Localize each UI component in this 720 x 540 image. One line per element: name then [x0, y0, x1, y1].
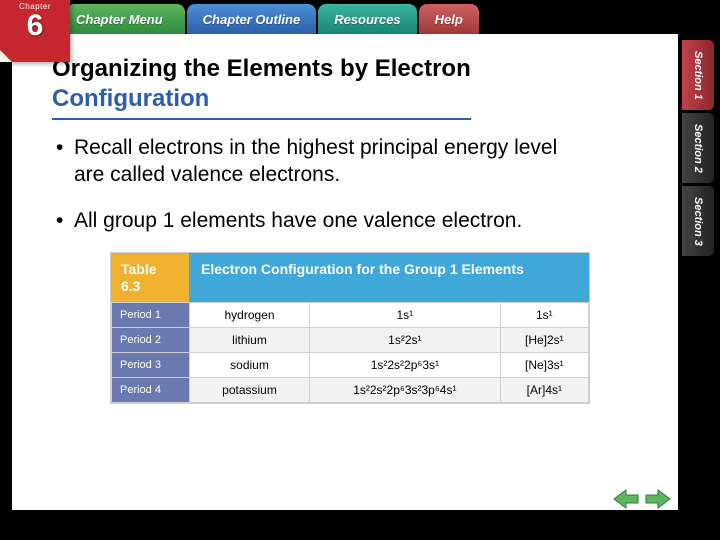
section-tab-2[interactable]: Section 2: [682, 113, 714, 183]
tab-chapter-outline[interactable]: Chapter Outline: [187, 4, 317, 34]
section-tabs: Section 1 Section 2 Section 3: [682, 40, 714, 259]
section-tab-1[interactable]: Section 1: [682, 40, 714, 110]
topbar: Chapter 6 Chapter Menu Chapter Outline R…: [0, 0, 720, 34]
title-line-2: Configuration: [52, 85, 209, 112]
table-row: Period 2 lithium 1s²2s¹ [He]2s¹: [112, 328, 589, 353]
title-line-1: Organizing the Elements by Electron: [52, 55, 471, 82]
table-row: Period 4 potassium 1s²2s²2p⁶3s²3p⁶4s¹ [A…: [112, 378, 589, 403]
page-title: Organizing the Elements by Electron Conf…: [52, 54, 471, 120]
tab-chapter-menu[interactable]: Chapter Menu: [66, 4, 185, 34]
nav-arrows: [612, 488, 672, 510]
chapter-number: 6: [27, 11, 44, 41]
tab-help[interactable]: Help: [419, 4, 479, 34]
content-area: Organizing the Elements by Electron Conf…: [12, 34, 678, 510]
footer-bar: [0, 514, 720, 540]
config-table: Table6.3 Electron Configuration for the …: [110, 252, 590, 405]
table-row: Period 1 hydrogen 1s¹ 1s¹: [112, 303, 589, 328]
chapter-badge: Chapter 6: [0, 0, 70, 62]
tab-resources[interactable]: Resources: [318, 4, 416, 34]
table-label: Table6.3: [111, 253, 189, 303]
table-title: Electron Configuration for the Group 1 E…: [189, 253, 589, 303]
prev-arrow-icon[interactable]: [612, 488, 640, 510]
bullet-item: All group 1 elements have one valence el…: [52, 207, 572, 234]
bullet-item: Recall electrons in the highest principa…: [52, 134, 572, 189]
next-arrow-icon[interactable]: [644, 488, 672, 510]
section-tab-3[interactable]: Section 3: [682, 186, 714, 256]
table-row: Period 3 sodium 1s²2s²2p⁶3s¹ [Ne]3s¹: [112, 353, 589, 378]
